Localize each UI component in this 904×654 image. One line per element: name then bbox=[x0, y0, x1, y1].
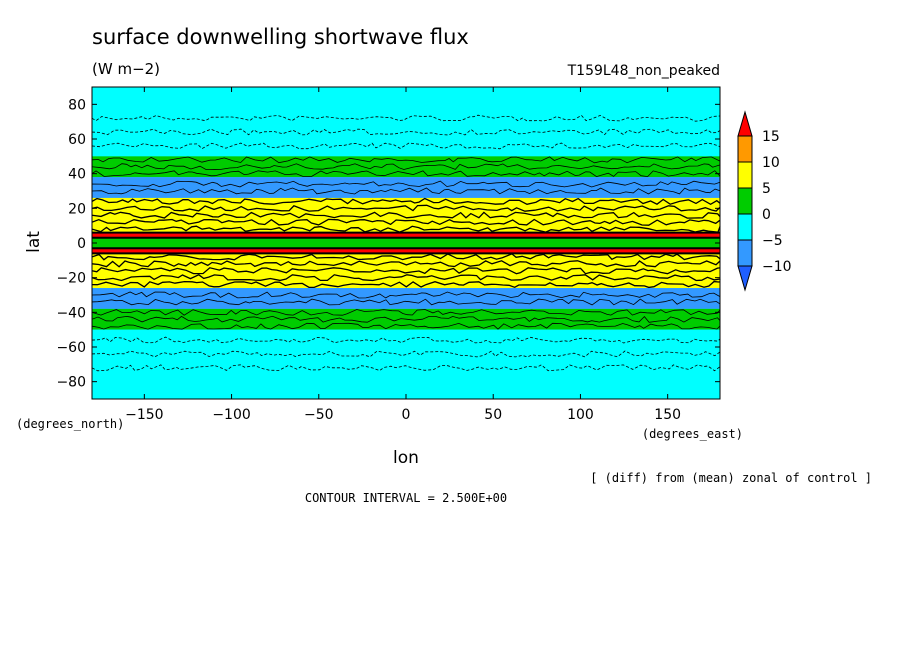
y-axis-units: (degrees_north) bbox=[16, 417, 124, 431]
contour-line-9 bbox=[91, 204, 721, 212]
contour-line-23 bbox=[91, 336, 721, 344]
colorbar-label: 0 bbox=[762, 207, 771, 223]
x-tick-label: −50 bbox=[304, 407, 334, 423]
colorbar-label: −10 bbox=[762, 259, 792, 275]
contour-line-2 bbox=[91, 142, 721, 150]
contour-band-1 bbox=[92, 156, 720, 178]
y-axis-ticks: 80 60 40 20 0 −20 −40 −60 −80 bbox=[56, 97, 720, 391]
contour-band-2 bbox=[92, 177, 720, 198]
colorbar: 15 10 5 0 −5 −10 bbox=[737, 110, 792, 292]
y-tick-label: −80 bbox=[56, 375, 86, 391]
chart-title: surface downwelling shortwave flux bbox=[92, 25, 469, 49]
contour-band-4 bbox=[92, 232, 720, 238]
contour-line-21 bbox=[91, 315, 721, 323]
colorbar-min-triangle bbox=[737, 265, 753, 292]
contour-line-11 bbox=[91, 218, 721, 226]
contour-line-0 bbox=[91, 114, 721, 122]
y-tick-label: −60 bbox=[56, 340, 86, 356]
contour-line-25 bbox=[91, 364, 721, 372]
run-label: T159L48_non_peaked bbox=[567, 63, 720, 79]
colorbar-label: 5 bbox=[762, 181, 771, 197]
colorbar-label: −5 bbox=[762, 233, 783, 249]
x-tick-label: 50 bbox=[484, 407, 502, 423]
contour-band-10 bbox=[92, 329, 720, 399]
contour-line-22 bbox=[91, 322, 721, 330]
x-tick-label: −100 bbox=[212, 407, 250, 423]
contour-line-14 bbox=[91, 260, 721, 268]
contour-line-20 bbox=[91, 309, 721, 316]
y-tick-label: −20 bbox=[56, 271, 86, 287]
contour-line-5 bbox=[91, 170, 721, 178]
x-tick-label: −150 bbox=[125, 407, 163, 423]
contour-line-10 bbox=[91, 211, 721, 219]
x-tick-label: 100 bbox=[567, 407, 594, 423]
colorbar-label: 10 bbox=[762, 155, 780, 171]
x-tick-label: 150 bbox=[654, 407, 681, 423]
x-axis-units: (degrees_east) bbox=[642, 427, 743, 441]
contour-line-7 bbox=[91, 187, 721, 195]
contour-line-18 bbox=[91, 291, 721, 299]
contour-line-1 bbox=[91, 128, 721, 136]
contour-line-6 bbox=[91, 180, 721, 188]
contour-line-3 bbox=[91, 156, 721, 164]
y-tick-label: 0 bbox=[77, 236, 86, 252]
contour-line-4 bbox=[91, 163, 721, 171]
colorbar-segment-3 bbox=[737, 187, 753, 215]
y-axis-label: lat bbox=[24, 231, 44, 253]
plot-area bbox=[91, 86, 721, 400]
footnote: [ (diff) from (mean) zonal of control ] bbox=[590, 471, 872, 485]
contour-line-24 bbox=[91, 350, 721, 358]
colorbar-segment-2 bbox=[737, 161, 753, 189]
contour-line-17 bbox=[91, 280, 721, 289]
colorbar-label: 15 bbox=[762, 129, 780, 145]
contour-bands bbox=[92, 87, 720, 399]
colorbar-segment-5 bbox=[737, 239, 753, 267]
x-tick-label: 0 bbox=[402, 407, 411, 423]
contour-line-8 bbox=[91, 197, 721, 206]
contour-line-16 bbox=[91, 274, 721, 282]
contour-line-13 bbox=[91, 253, 721, 261]
contour-line-15 bbox=[91, 267, 721, 275]
y-tick-label: 60 bbox=[68, 132, 86, 148]
colorbar-max-triangle bbox=[737, 110, 753, 137]
contour-line-12 bbox=[91, 225, 721, 233]
x-axis-ticks: −150 −100 −50 0 50 100 150 bbox=[125, 87, 681, 423]
colorbar-segment-1 bbox=[737, 135, 753, 163]
contour-line-19 bbox=[91, 298, 721, 306]
contour-band-0 bbox=[92, 87, 720, 157]
colorbar-segment-4 bbox=[737, 213, 753, 241]
contour-band-5 bbox=[92, 237, 720, 249]
chart-units: (W m−2) bbox=[92, 60, 160, 78]
y-tick-label: 40 bbox=[68, 167, 86, 183]
contour-lines bbox=[91, 114, 721, 372]
y-tick-label: 20 bbox=[68, 201, 86, 217]
x-axis-label: lon bbox=[393, 448, 419, 468]
contour-band-8 bbox=[92, 288, 720, 309]
y-tick-label: 80 bbox=[68, 97, 86, 113]
contour-interval: CONTOUR INTERVAL = 2.500E+00 bbox=[305, 491, 507, 505]
y-tick-label: −40 bbox=[56, 305, 86, 321]
contour-band-6 bbox=[92, 248, 720, 254]
